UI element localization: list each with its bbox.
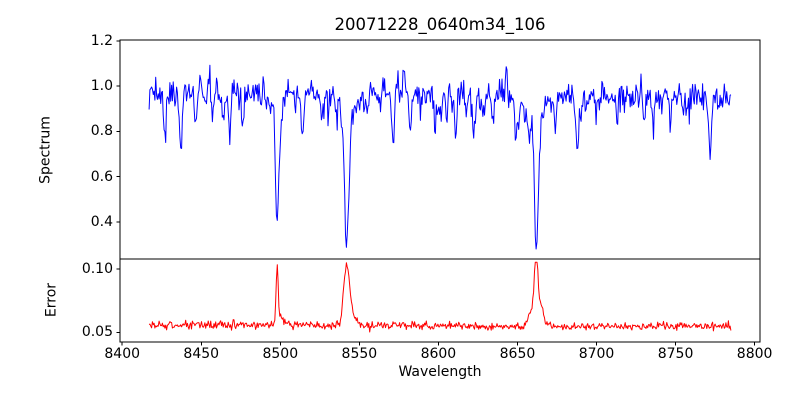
x-tick-label: 8800 — [736, 346, 773, 362]
x-tick-label: 8700 — [578, 346, 615, 362]
spectrum-y-tick-label: 1.2 — [90, 32, 113, 49]
x-tick-label: 8450 — [183, 346, 220, 362]
x-tick-label: 8400 — [104, 346, 141, 362]
spectrum-y-tick-label: 0.8 — [90, 123, 113, 140]
spectrum-y-tick-label: 1.0 — [90, 78, 113, 95]
spectrum-y-tick-label: 0.6 — [90, 168, 113, 185]
x-tick-label: 8550 — [341, 346, 378, 362]
error-y-axis-label: Error — [43, 282, 60, 318]
x-axis-label: Wavelength — [398, 364, 482, 380]
error-y-tick-label: 0.05 — [81, 324, 113, 341]
spectrum-line — [148, 64, 732, 250]
spectrum-y-tick-label: 0.4 — [90, 213, 113, 230]
error-axes-frame — [119, 258, 761, 343]
spectrum-y-axis-label: Spectrum — [37, 116, 54, 184]
x-tick-label: 8650 — [499, 346, 536, 362]
x-tick-label: 8750 — [657, 346, 694, 362]
error-y-tick-label: 0.10 — [81, 261, 113, 278]
chart-title: 20071228_0640m34_106 — [334, 15, 546, 34]
error-line — [148, 261, 732, 333]
spectrum-axes-frame — [119, 39, 761, 260]
x-tick-label: 8600 — [420, 346, 457, 362]
x-tick-label: 8500 — [262, 346, 299, 362]
